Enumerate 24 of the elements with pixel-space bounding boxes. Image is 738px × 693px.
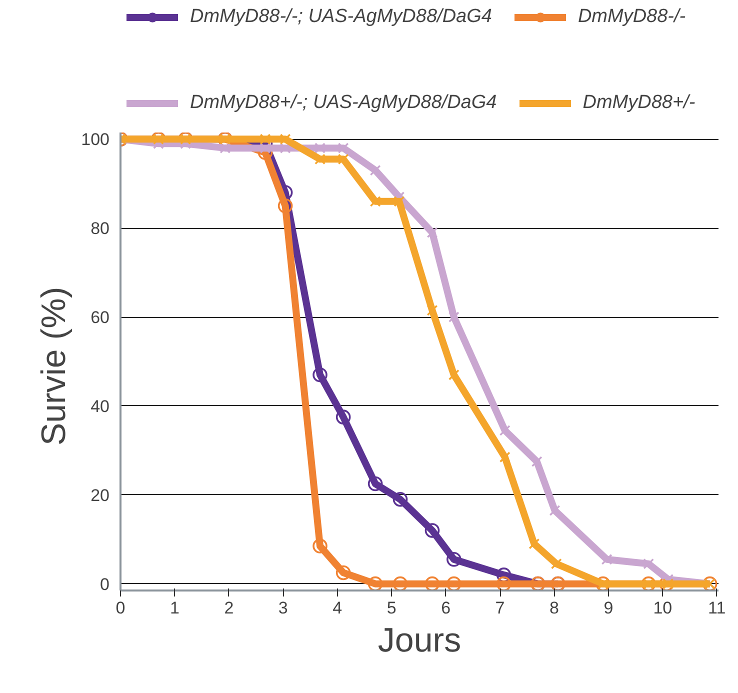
y-tick-label: 40	[90, 396, 110, 416]
x-tick-label: 8	[550, 598, 559, 618]
y-axis-title: Survie (%)	[35, 286, 74, 446]
y-tick-label: 80	[90, 219, 110, 238]
legend-label: DmMyD88+/-; UAS-AgMyD88/DaG4	[190, 92, 497, 114]
y-tick-label: 0	[100, 574, 110, 594]
y-tick-label: 100	[81, 130, 110, 150]
x-tick-label: 0	[116, 598, 126, 618]
x-tick-label: 4	[332, 598, 342, 618]
legend-label: DmMyD88-/-; UAS-AgMyD88/DaG4	[190, 6, 492, 28]
x-tick-label: 5	[386, 598, 396, 618]
y-tick-label: 20	[90, 486, 110, 505]
x-tick-label: 2	[224, 598, 234, 618]
x-axis-title: Jours	[378, 622, 462, 660]
y-tick-label: 60	[90, 308, 110, 328]
x-tick-label: 6	[441, 598, 451, 618]
legend-label: DmMyD88-/-	[578, 6, 686, 28]
x-tick-label: 7	[495, 598, 505, 618]
x-tick-label: 1	[170, 598, 180, 618]
x-tick-label: 11	[708, 598, 726, 618]
legend-label: DmMyD88+/-	[582, 92, 696, 114]
x-tick-label: 3	[278, 598, 288, 618]
x-tick-label: 9	[604, 598, 614, 618]
x-tick-label: 10	[653, 598, 672, 618]
